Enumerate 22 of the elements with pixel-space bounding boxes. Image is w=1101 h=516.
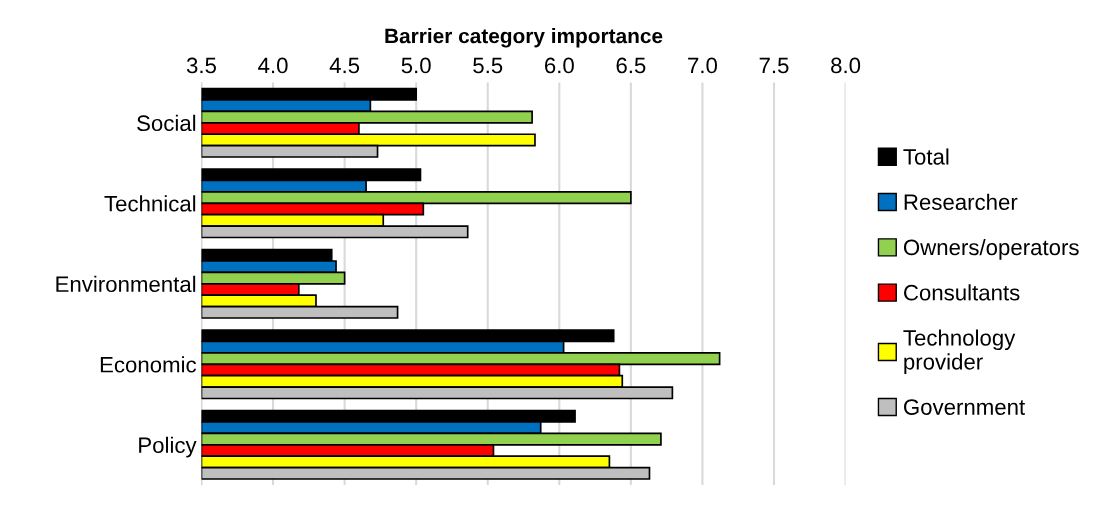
x-tick-label: 6.0 [544, 57, 574, 74]
x-tick-label: 7.5 [759, 57, 789, 74]
y-tick-label: Economic [100, 356, 197, 373]
legend-label: Researcher [904, 193, 1018, 210]
x-tick-label: 6.5 [616, 57, 646, 74]
legend-label: Technology provider [903, 329, 1016, 375]
y-tick-label: Social [137, 114, 196, 132]
legend-label: Consultants [904, 284, 1020, 301]
x-tick-label: 3.5 [186, 57, 216, 74]
x-tick-label: 4.0 [258, 57, 288, 74]
x-tick-label: 5.0 [401, 57, 431, 74]
legend-label: Government [904, 399, 1026, 415]
x-axis-title: Barrier category importance [385, 28, 663, 48]
y-tick-label: Environmental [56, 275, 196, 293]
y-tick-label: Policy [139, 436, 197, 458]
legend-label: Owners/operators [903, 238, 1079, 260]
x-tick-label: 8.0 [831, 57, 861, 74]
x-tick-label: 7.0 [688, 57, 718, 74]
legend-label: Total [903, 148, 949, 165]
x-tick-label: 4.5 [329, 57, 360, 74]
x-tick-label: 5.5 [473, 57, 503, 74]
y-tick-label: Technical [104, 195, 196, 212]
